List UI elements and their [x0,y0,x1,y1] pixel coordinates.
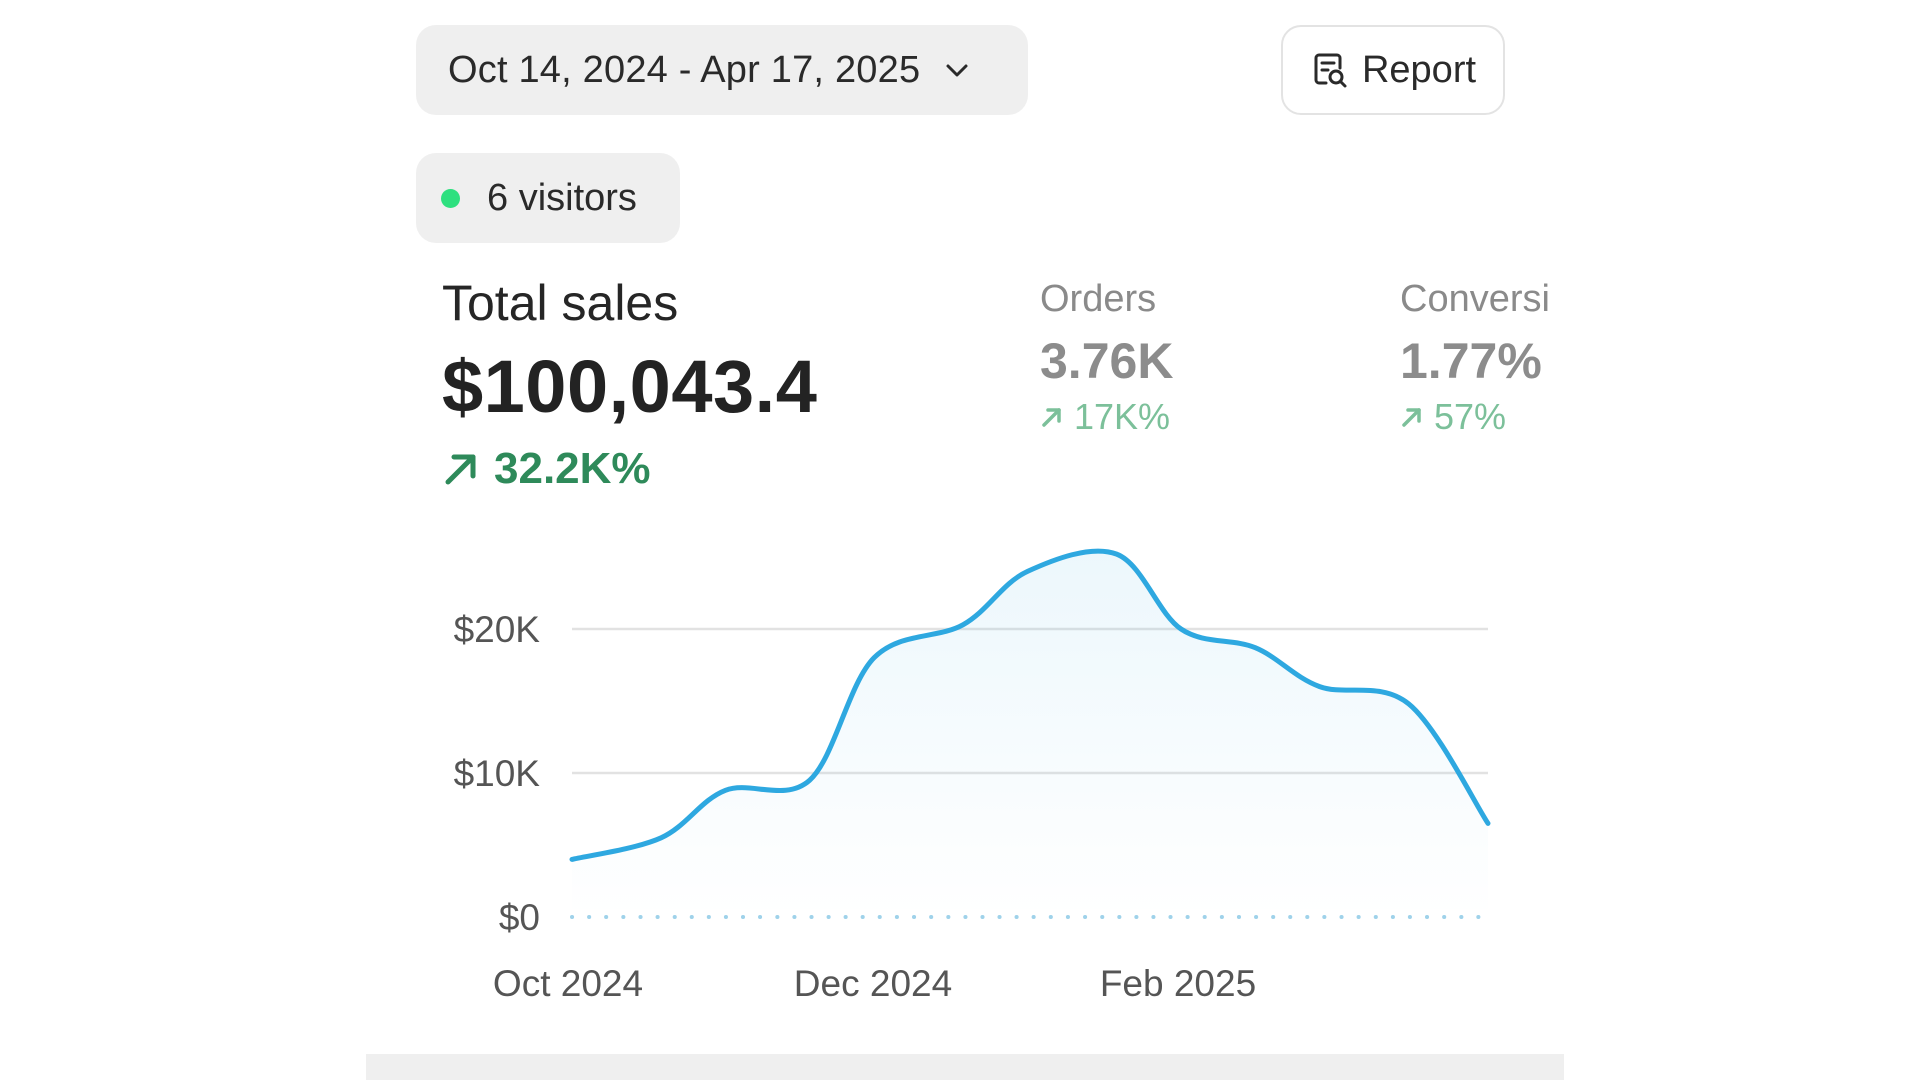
x-tick-label: Dec 2024 [794,963,952,1004]
report-search-icon [1310,50,1350,90]
total-sales-change: 32.2K% [442,444,817,494]
arrow-up-right-icon [1400,405,1424,429]
arrow-up-right-icon [442,450,480,488]
conversion-value: 1.77% [1400,333,1542,389]
total-sales-value: $100,043.4 [442,345,818,428]
orders-value: 3.76K [1040,333,1174,389]
conversion-change: 57% [1400,396,1560,438]
y-tick-label: $20K [454,609,541,650]
y-tick-label: $0 [499,897,540,938]
date-range-selector[interactable]: Oct 14, 2024 - Apr 17, 2025 [416,25,1028,115]
total-sales-change-value: 32.2K% [494,444,651,493]
total-sales-metric[interactable]: Total sales $100,043.4 32.2K% [442,278,817,494]
orders-change: 17K% [1040,396,1260,438]
arrow-up-right-icon [1040,405,1064,429]
visitors-indicator[interactable]: 6 visitors [416,153,680,243]
orders-title: Orders [1040,280,1157,320]
total-sales-title: Total sales [442,275,679,331]
chevron-down-icon [942,55,972,85]
conversion-change-value: 57% [1434,396,1507,437]
x-tick-label: Oct 2024 [493,963,643,1004]
report-button-label: Report [1361,48,1477,91]
x-tick-label: Feb 2025 [1100,963,1256,1004]
live-status-dot [441,188,460,208]
visitors-label: 6 visitors [487,176,637,219]
report-button[interactable]: Report [1281,25,1505,115]
date-range-label: Oct 14, 2024 - Apr 17, 2025 [448,48,921,91]
orders-change-value: 17K% [1074,396,1171,437]
sales-series-line [569,548,1491,862]
sales-area-fill [572,551,1488,917]
bottom-panel-edge [366,1054,1564,1080]
conversion-title: Conversi [1400,280,1550,320]
conversion-metric[interactable]: Conversi 1.77% 57% [1400,280,1560,438]
orders-metric[interactable]: Orders 3.76K 17K% [1040,280,1260,438]
y-tick-label: $10K [454,753,541,794]
